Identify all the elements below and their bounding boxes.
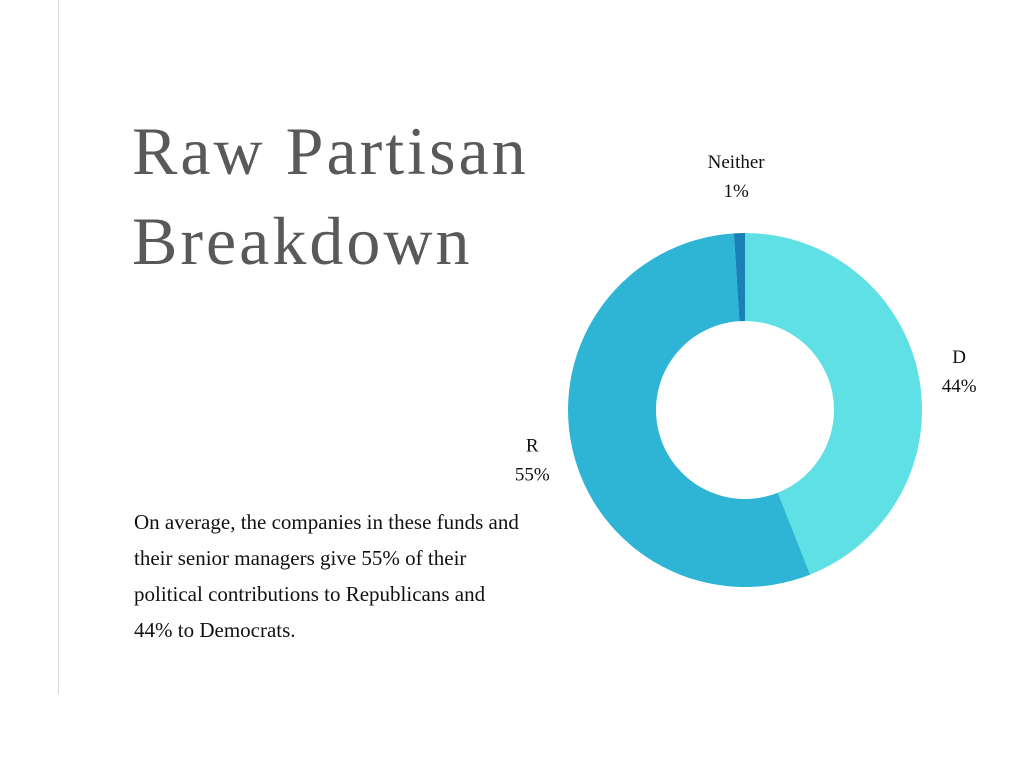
slice-label-d: D 44% — [942, 347, 977, 397]
title-line-2: Breakdown — [132, 203, 473, 279]
slice-percent-r: 55% — [515, 465, 550, 486]
left-divider-line — [58, 0, 59, 694]
slice-label-neither: Neither 1% — [708, 152, 766, 202]
slice-name-neither: Neither — [708, 152, 766, 173]
summary-paragraph: On average, the companies in these funds… — [134, 510, 519, 642]
slice-r — [568, 233, 811, 587]
slice-percent-d: 44% — [942, 376, 977, 397]
slice-percent-neither: 1% — [723, 181, 749, 202]
slice-neither — [733, 233, 745, 322]
title-line-1: Raw Partisan — [132, 113, 529, 189]
slice-label-r: R 55% — [515, 436, 550, 486]
slice-name-r: R — [526, 436, 539, 457]
slice-d — [745, 233, 923, 575]
page-title: Raw Partisan Breakdown — [132, 106, 592, 286]
slice-name-d: D — [952, 347, 966, 368]
